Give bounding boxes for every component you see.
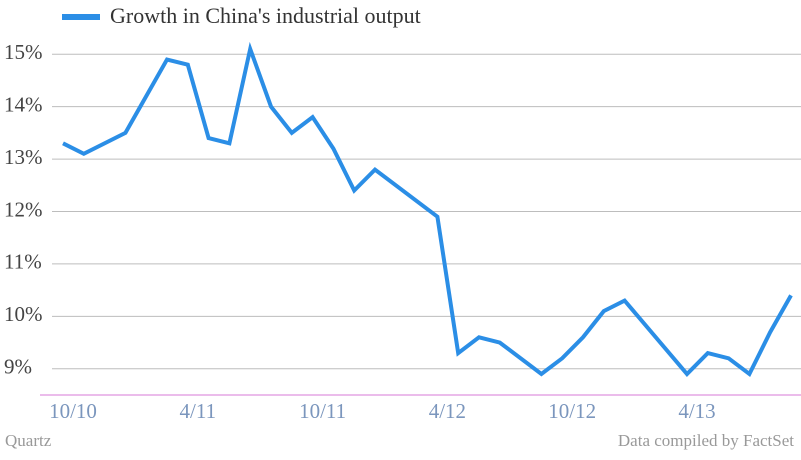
x-tick-label: 4/11 <box>180 399 217 423</box>
y-tick-label: 15% <box>4 40 43 64</box>
y-tick-label: 9% <box>4 355 32 379</box>
data-line <box>62 41 793 378</box>
x-tick-label: 10/12 <box>548 399 596 423</box>
legend-label: Growth in China's industrial output <box>110 3 421 28</box>
source-right: Data compiled by FactSet <box>618 431 794 450</box>
x-tick-label: 4/13 <box>678 399 715 423</box>
y-tick-label: 11% <box>4 250 42 274</box>
x-tick-label: 4/12 <box>429 399 466 423</box>
source-left: Quartz <box>5 431 52 450</box>
y-tick-label: 10% <box>4 302 43 326</box>
x-tick-label: 10/10 <box>49 399 97 423</box>
y-tick-label: 14% <box>4 92 43 116</box>
x-tick-label: 10/11 <box>299 399 346 423</box>
y-tick-label: 12% <box>4 197 43 221</box>
y-tick-label: 13% <box>4 145 43 169</box>
